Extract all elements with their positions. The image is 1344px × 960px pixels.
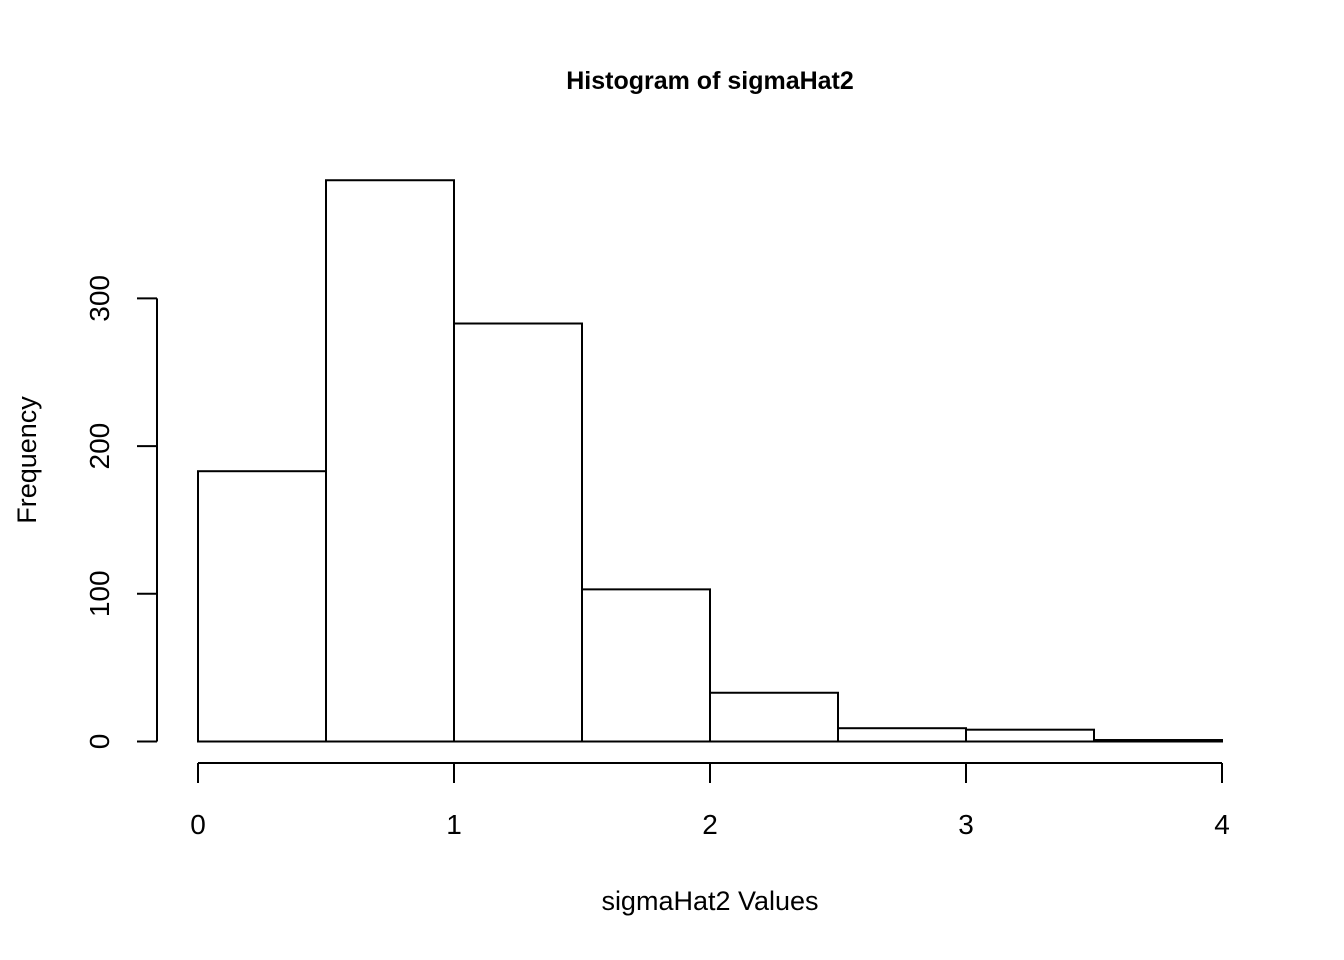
- histogram-bar-3: [581, 588, 711, 743]
- histogram-bar-5: [837, 727, 967, 743]
- histogram-bar-1: [325, 179, 455, 743]
- y-tick-label-0: 0: [84, 734, 115, 750]
- x-axis: 0 1 2 3 4: [190, 762, 1230, 840]
- y-axis-label: Frequency: [12, 396, 42, 524]
- y-tick-label-1: 100: [84, 570, 115, 617]
- x-tick-label-1: 1: [446, 809, 462, 840]
- histogram-bar-2: [453, 322, 583, 743]
- chart-title: Histogram of sigmaHat2: [566, 67, 854, 95]
- x-tick-label-0: 0: [190, 809, 206, 840]
- histogram-bar-4: [709, 691, 839, 743]
- histogram-bar-0: [197, 470, 327, 743]
- x-axis-label: sigmaHat2 Values: [601, 886, 818, 916]
- y-tick-label-3: 300: [84, 275, 115, 322]
- histogram-bar-6: [965, 728, 1095, 743]
- y-axis: 0 100 200 300: [84, 275, 158, 750]
- x-tick-label-3: 3: [958, 809, 974, 840]
- x-tick-label-2: 2: [702, 809, 718, 840]
- x-tick-label-4: 4: [1214, 809, 1230, 840]
- histogram-bars: [197, 179, 1223, 743]
- y-tick-label-2: 200: [84, 423, 115, 470]
- histogram-bar-7: [1093, 739, 1223, 743]
